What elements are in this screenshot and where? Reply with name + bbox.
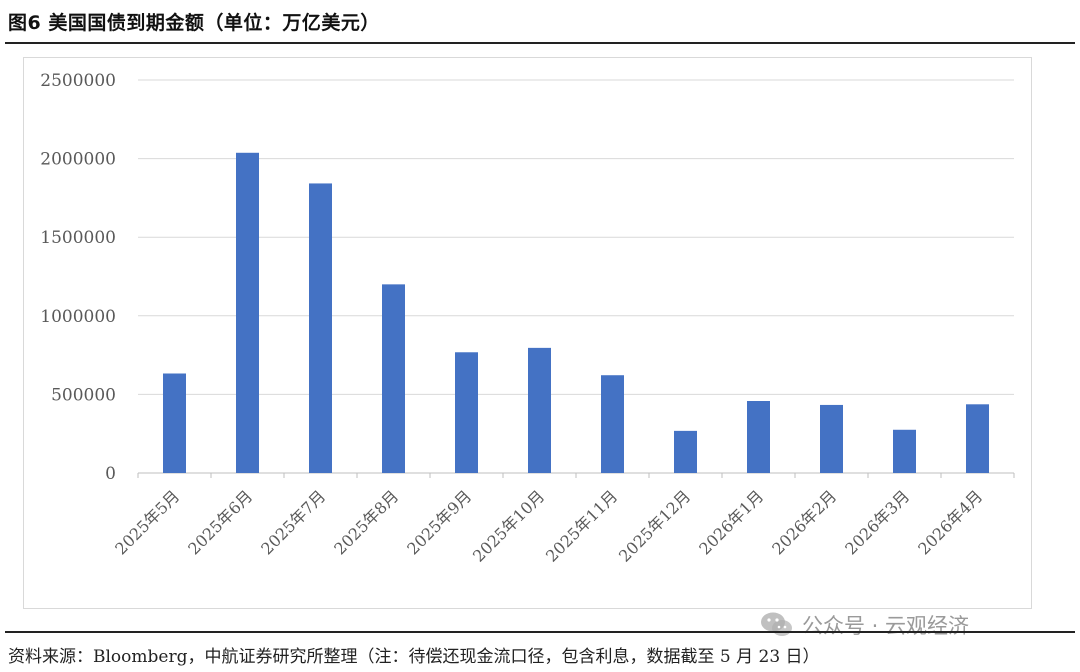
x-tick-label: 2025年9月 xyxy=(403,486,475,558)
bar xyxy=(820,404,843,473)
source-note: 资料来源：Bloomberg，中航证券研究所整理（注：待偿还现金流口径，包含利息… xyxy=(8,647,820,667)
x-tick-label: 2026年4月 xyxy=(914,486,986,558)
x-tick-label: 2025年7月 xyxy=(257,486,329,558)
y-tick-label: 1000000 xyxy=(40,307,116,327)
bar xyxy=(528,347,551,473)
x-tick-label: 2025年11月 xyxy=(542,486,621,565)
wechat-icon xyxy=(761,612,792,636)
figure-title: 图6 美国国债到期金额（单位：万亿美元） xyxy=(8,12,380,34)
bar xyxy=(309,183,332,473)
x-tick-label: 2025年12月 xyxy=(615,486,694,565)
x-tick-label: 2025年8月 xyxy=(330,486,402,558)
y-tick-label: 2500000 xyxy=(40,71,116,91)
y-tick-label: 0 xyxy=(105,464,116,484)
bar xyxy=(601,375,624,473)
bar xyxy=(236,152,259,473)
y-tick-label: 1500000 xyxy=(40,228,116,248)
watermark-text: 公众号 · 云观经济 xyxy=(802,614,970,638)
watermark: 公众号 · 云观经济 xyxy=(760,610,969,640)
x-tick-label: 2025年10月 xyxy=(469,486,548,565)
bar xyxy=(966,404,989,473)
y-tick-label: 2000000 xyxy=(40,150,116,170)
bar xyxy=(674,430,697,473)
x-tick-label: 2025年6月 xyxy=(184,486,256,558)
x-tick-label: 2026年2月 xyxy=(768,486,840,558)
bottom-rule xyxy=(5,631,1075,633)
y-tick-label: 500000 xyxy=(51,385,116,405)
title-rule xyxy=(5,42,1075,44)
bar xyxy=(747,401,770,473)
bar xyxy=(455,352,478,473)
bar xyxy=(893,429,916,473)
chart-frame xyxy=(23,57,1032,609)
bar xyxy=(382,284,405,473)
x-tick-label: 2025年5月 xyxy=(111,486,183,558)
x-tick-label: 2026年3月 xyxy=(841,486,913,558)
x-tick-label: 2026年1月 xyxy=(695,486,767,558)
bar xyxy=(163,373,186,473)
